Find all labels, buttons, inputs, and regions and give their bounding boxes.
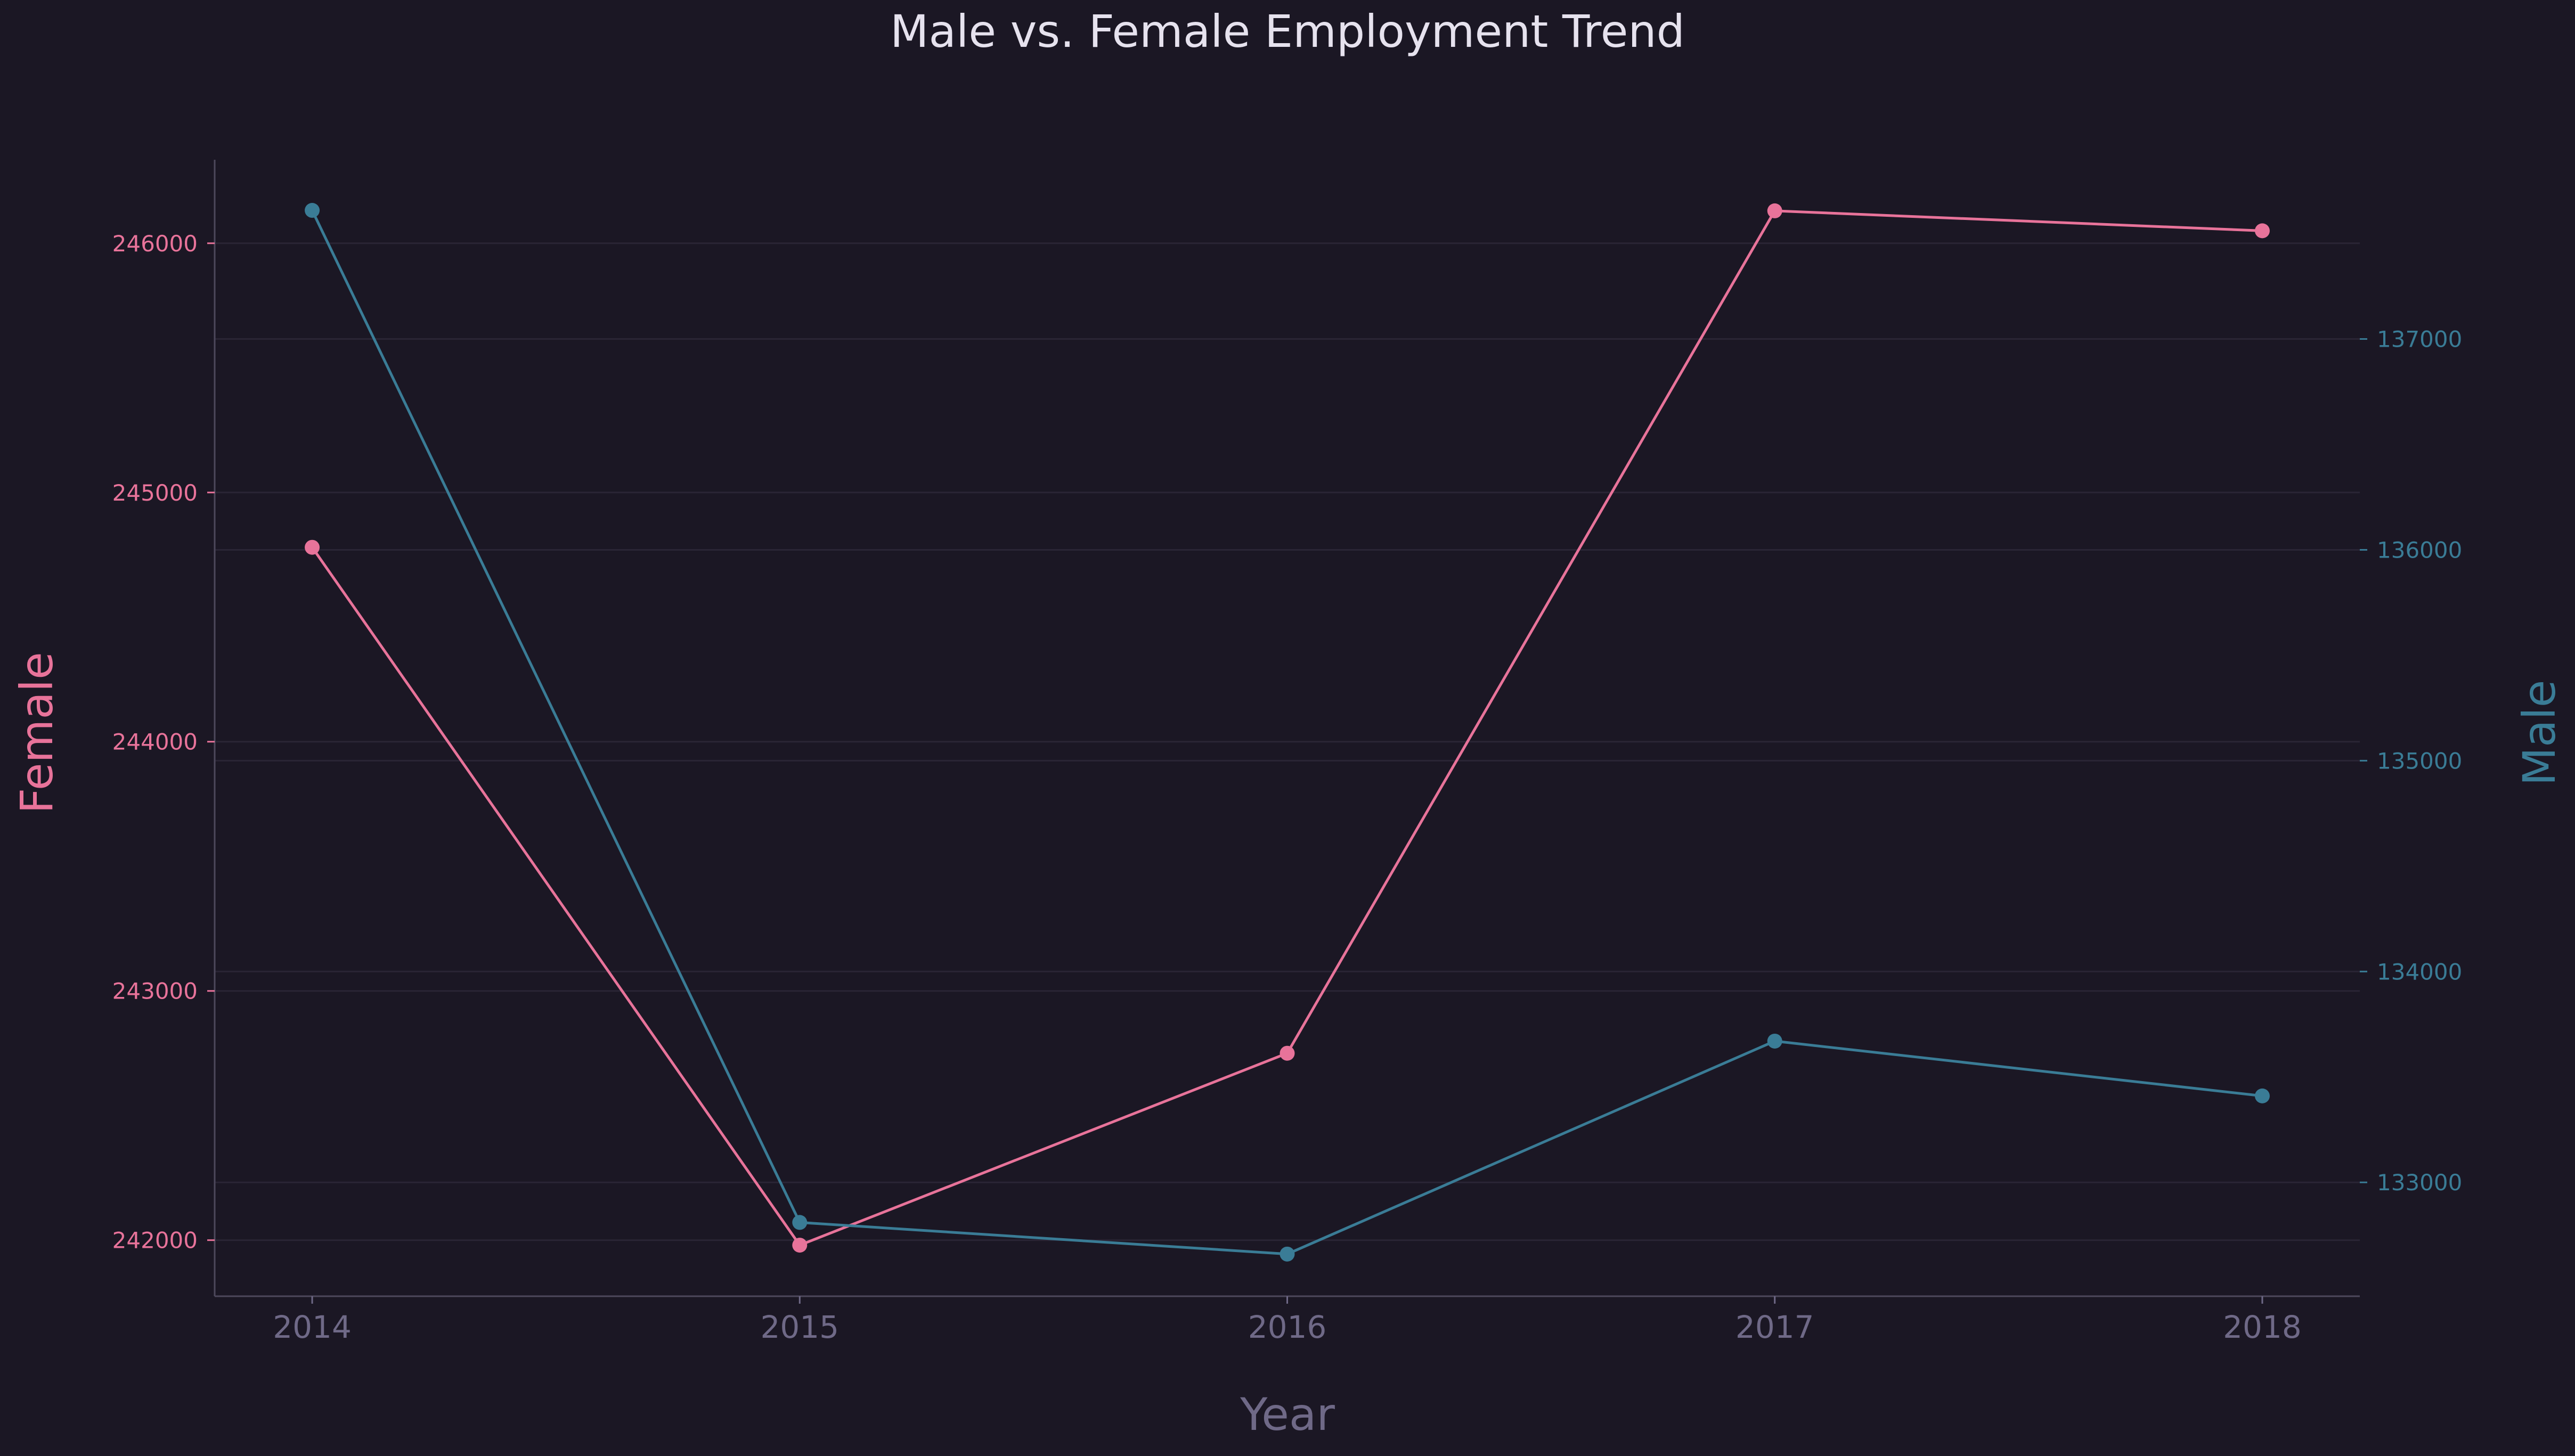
x-tick-label-4: 2018 xyxy=(2223,1309,2302,1345)
right-tick-label-2: 135000 xyxy=(2377,748,2462,774)
female-point-2018 xyxy=(2254,223,2270,239)
x-tick-label-3: 2017 xyxy=(1735,1309,1814,1345)
left-tick-label-4: 246000 xyxy=(112,231,198,257)
tick-layer: 242000 243000 244000 245000 246000 133000 1340… xyxy=(112,231,2463,1345)
left-tick-label-0: 242000 xyxy=(112,1228,198,1254)
female-point-2017 xyxy=(1767,203,1782,218)
male-point-2016 xyxy=(1280,1246,1295,1262)
female-point-2016 xyxy=(1280,1045,1295,1061)
series-layer xyxy=(305,203,2270,1262)
x-tick-label-0: 2014 xyxy=(273,1309,352,1345)
female-point-2015 xyxy=(792,1238,808,1253)
left-axis-label: Female xyxy=(11,652,63,814)
male-point-2017 xyxy=(1767,1033,1782,1049)
right-tick-label-0: 133000 xyxy=(2377,1169,2462,1196)
right-axis-label: Male xyxy=(2513,680,2565,786)
right-tick-label-3: 136000 xyxy=(2377,537,2462,563)
male-point-2015 xyxy=(792,1215,808,1230)
left-tick-label-2: 244000 xyxy=(112,729,198,755)
female-point-2014 xyxy=(305,539,320,555)
male-point-2014 xyxy=(305,203,320,218)
left-tick-label-1: 243000 xyxy=(112,978,198,1004)
male-point-2018 xyxy=(2254,1088,2270,1103)
left-tick-label-3: 245000 xyxy=(112,480,198,506)
x-tick-label-1: 2015 xyxy=(760,1309,839,1345)
x-axis-label: Year xyxy=(1240,1388,1335,1441)
grid-layer xyxy=(215,242,2360,1241)
right-tick-label-4: 137000 xyxy=(2377,326,2462,353)
x-tick-label-2: 2016 xyxy=(1248,1309,1327,1345)
chart-title: Male vs. Female Employment Trend xyxy=(890,5,1685,58)
right-tick-label-1: 134000 xyxy=(2377,959,2462,985)
